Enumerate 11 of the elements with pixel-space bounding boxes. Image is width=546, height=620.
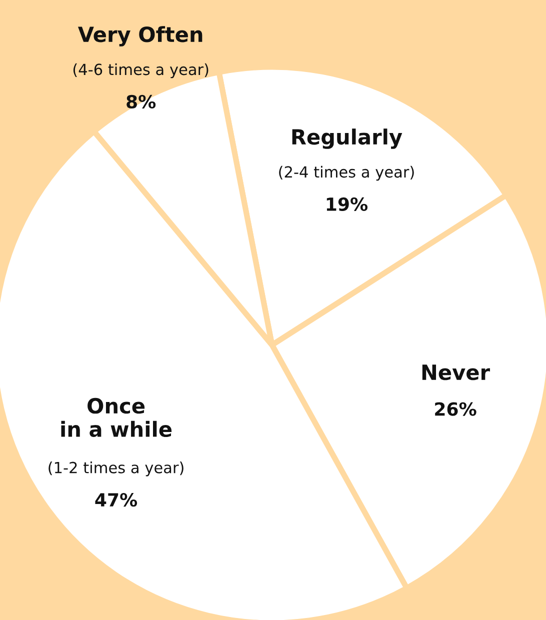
text: (4-6 times a year) xyxy=(73,63,208,78)
slice-label: Never xyxy=(422,364,490,380)
slice-label: Very Often xyxy=(78,26,202,46)
slice-label: Once in a while xyxy=(61,398,172,438)
data-label: 26% xyxy=(435,402,476,416)
data-label: 47% xyxy=(95,493,138,507)
data-label: 8% xyxy=(126,94,156,109)
text: (1-2 times a year) xyxy=(48,462,184,476)
data-label: 19% xyxy=(326,197,368,211)
text: (2-4 times a year) xyxy=(279,166,414,181)
slice-label: Regularly xyxy=(292,128,402,149)
